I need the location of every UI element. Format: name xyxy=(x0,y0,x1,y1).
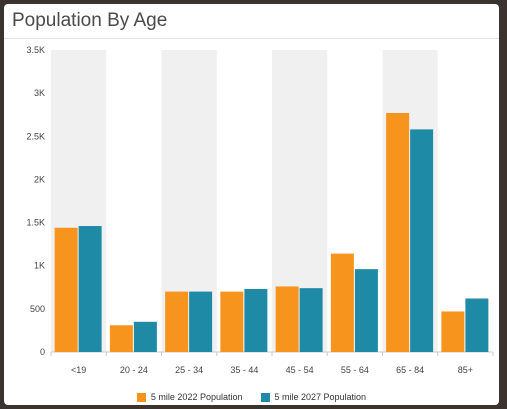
legend-item-2027[interactable]: 5 mile 2027 Population xyxy=(260,392,367,402)
chart-title: Population By Age xyxy=(12,10,168,31)
x-tick-label: 65 - 84 xyxy=(396,365,424,375)
legend-item-2022[interactable]: 5 mile 2022 Population xyxy=(136,392,243,402)
y-tick-label: 2K xyxy=(34,174,45,184)
y-tick-label: 0 xyxy=(40,347,45,357)
bar-2022 xyxy=(109,325,133,352)
bar-2027 xyxy=(354,269,378,352)
y-tick-label: 500 xyxy=(30,304,45,314)
population-bar-chart: 0 500 1K 1.5K 2K 2.5K 3K 3.5K <19 20 - 24 25 - 34 3… xyxy=(26,45,494,375)
y-tick-label: 3.5K xyxy=(26,45,45,55)
y-tick-label: 2.5K xyxy=(26,131,45,141)
bar-2027 xyxy=(133,321,157,352)
x-tick-label: <19 xyxy=(71,365,86,375)
bar-2022 xyxy=(275,286,299,352)
x-tick-label: 35 - 44 xyxy=(230,365,258,375)
y-tick-label: 1K xyxy=(34,261,45,271)
legend-label-2027: 5 mile 2027 Population xyxy=(274,392,367,402)
bar-2022 xyxy=(330,253,354,352)
x-tick-label: 25 - 34 xyxy=(175,365,203,375)
bar-2022 xyxy=(441,311,465,352)
legend-swatch-2027 xyxy=(260,392,270,402)
bar-2022 xyxy=(165,291,189,352)
chart-legend: 5 mile 2022 Population 5 mile 2027 Popul… xyxy=(4,392,499,402)
bar-2027 xyxy=(244,289,268,352)
y-tick-label: 1.5K xyxy=(26,218,45,228)
bar-2027 xyxy=(299,288,323,352)
x-tick-label: 20 - 24 xyxy=(120,365,148,375)
chart-card: Population By Age 0 500 1K 1.5K 2K 2.5K 3K 3.5K… xyxy=(4,4,499,405)
bar-2027 xyxy=(465,298,489,352)
legend-swatch-2022 xyxy=(136,392,146,402)
bar-2027 xyxy=(189,291,213,352)
legend-label-2022: 5 mile 2022 Population xyxy=(150,392,243,402)
bar-2022 xyxy=(386,112,410,352)
x-tick-label: 55 - 64 xyxy=(341,365,369,375)
bar-2022 xyxy=(54,227,78,352)
bar-2027 xyxy=(410,129,434,352)
x-tick-label: 45 - 54 xyxy=(286,365,314,375)
y-tick-label: 3K xyxy=(34,88,45,98)
x-tick-label: 85+ xyxy=(458,365,473,375)
card-header: Population By Age xyxy=(4,4,499,39)
bar-2027 xyxy=(78,226,102,352)
bar-2022 xyxy=(220,291,244,352)
